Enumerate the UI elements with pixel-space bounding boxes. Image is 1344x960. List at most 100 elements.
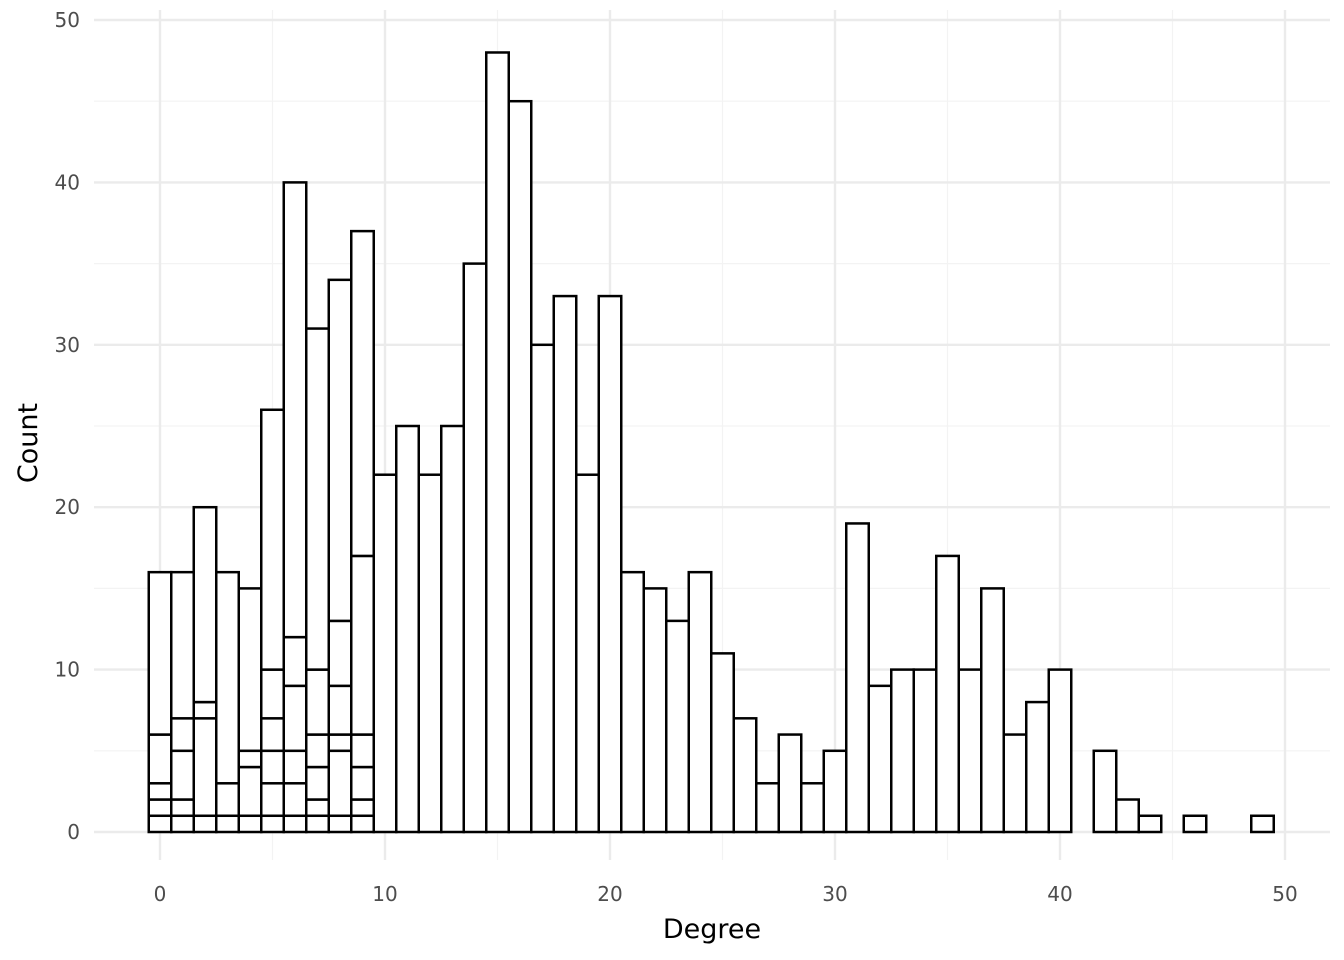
bar-segment [192, 717, 218, 818]
bar-segment [327, 749, 353, 818]
bar-segment [395, 424, 420, 834]
bar-segment [417, 473, 443, 834]
bar-21 [620, 570, 645, 834]
bar-segment [755, 782, 780, 834]
bar-segment [260, 408, 285, 671]
bar-23 [665, 619, 690, 834]
bar-segment [350, 798, 375, 818]
bar-segment [1002, 733, 1028, 834]
bar-segment [282, 782, 308, 818]
bar-segment [327, 814, 353, 834]
bar-segment [485, 51, 510, 834]
bar-segment [957, 668, 983, 834]
bar-segment [350, 733, 375, 769]
bar-segment [282, 181, 308, 639]
bar-segment [372, 473, 398, 834]
bar-42 [1092, 749, 1118, 834]
bar-segment [237, 765, 263, 818]
bar-4 [237, 587, 263, 834]
bar-segment [282, 635, 308, 688]
y-axis-ticks: 0 10 20 30 40 50 [55, 8, 80, 844]
bar-segment [530, 343, 555, 834]
bar-segment [620, 570, 645, 834]
bar-16 [507, 99, 533, 834]
bar-segment [350, 554, 375, 736]
bar-segment [350, 229, 375, 558]
bar-9 [350, 229, 375, 834]
bar-segment [597, 294, 623, 834]
bar-11 [395, 424, 420, 834]
bar-segment [282, 814, 308, 834]
x-tick-label: 30 [822, 882, 847, 906]
y-tick-label: 0 [67, 820, 80, 844]
x-tick-label: 40 [1047, 882, 1072, 906]
bar-37 [980, 587, 1005, 834]
bar-segment [305, 668, 330, 736]
bar-segment [260, 749, 285, 785]
bar-34 [912, 668, 938, 834]
bar-segment [192, 814, 218, 834]
bar-segment [305, 733, 330, 769]
bar-segment [147, 733, 173, 785]
bar-segment [1115, 798, 1140, 834]
bar-segment [170, 798, 195, 818]
bar-38 [1002, 733, 1028, 834]
bar-29 [800, 782, 825, 834]
y-tick-label: 20 [55, 495, 80, 519]
bar-31 [845, 522, 870, 834]
bar-segment [260, 717, 285, 753]
bar-segment [935, 554, 960, 834]
bar-segment [305, 814, 330, 834]
bar-3 [215, 570, 240, 834]
bar-10 [372, 473, 398, 834]
bar-segment [822, 749, 848, 834]
bar-7 [305, 327, 330, 834]
bar-segment [507, 99, 533, 834]
bar-segment [327, 733, 353, 753]
bar-segment [147, 798, 173, 818]
bar-6 [282, 181, 308, 834]
bar-43 [1115, 798, 1140, 834]
bar-segment [237, 749, 263, 769]
bar-5 [260, 408, 285, 834]
bar-33 [890, 668, 915, 834]
bar-8 [327, 278, 353, 834]
bars [147, 51, 1275, 834]
bar-segment [147, 782, 173, 801]
bar-segment [282, 749, 308, 785]
bar-35 [935, 554, 960, 834]
bar-segment [1250, 814, 1275, 834]
bar-segment [147, 814, 173, 834]
bar-0 [147, 570, 173, 834]
bar-46 [1182, 814, 1208, 834]
x-tick-label: 10 [372, 882, 397, 906]
bar-segment [575, 473, 600, 834]
bar-20 [597, 294, 623, 834]
bar-segment [305, 327, 330, 671]
bar-14 [462, 262, 488, 834]
bar-segment [170, 749, 195, 801]
bar-segment [215, 814, 240, 834]
bar-segment [305, 765, 330, 801]
bar-26 [732, 717, 758, 834]
bar-39 [1025, 700, 1050, 834]
bar-segment [552, 294, 578, 834]
bar-segment [260, 668, 285, 720]
y-tick-label: 10 [55, 658, 80, 682]
bar-segment [147, 570, 173, 736]
bar-32 [867, 684, 893, 834]
bar-27 [755, 782, 780, 834]
bar-segment [1182, 814, 1208, 834]
bar-22 [642, 587, 668, 834]
bar-segment [305, 798, 330, 818]
bar-segment [800, 782, 825, 834]
bar-segment [215, 570, 240, 785]
bar-segment [170, 717, 195, 753]
bar-36 [957, 668, 983, 834]
y-tick-label: 30 [55, 333, 80, 357]
bar-segment [642, 587, 668, 834]
bar-19 [575, 473, 600, 834]
bar-segment [732, 717, 758, 834]
bar-25 [710, 652, 735, 834]
